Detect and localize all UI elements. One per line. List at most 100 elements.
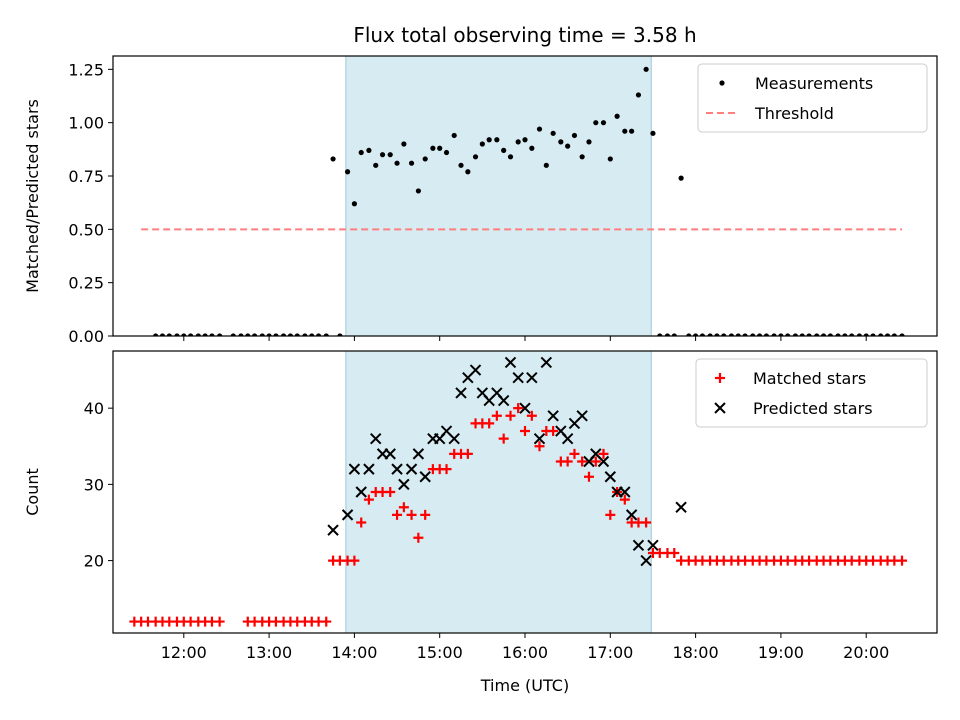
measurement-point	[543, 162, 549, 168]
legend-box	[695, 358, 928, 428]
measurement-point	[230, 333, 236, 336]
y-tick-label: 30	[84, 475, 104, 494]
matched-star-marker	[321, 616, 332, 627]
predicted-star-marker	[533, 432, 546, 445]
y-tick-label: 1.25	[68, 60, 104, 79]
observing-window-span	[345, 55, 652, 337]
measurement-point	[458, 162, 464, 168]
measurement-point	[686, 333, 692, 336]
measurement-point	[501, 147, 507, 153]
x-tick-label: 17:00	[587, 643, 633, 662]
measurement-point	[629, 128, 635, 134]
matched-star-marker	[413, 532, 424, 543]
matched-star-marker	[583, 471, 594, 482]
predicted-star-marker	[632, 539, 645, 552]
measurement-point	[586, 139, 592, 145]
measurement-point	[153, 333, 159, 336]
x-tick-label: 18:00	[673, 643, 719, 662]
measurement-point	[337, 333, 343, 336]
matched-star-marker	[505, 410, 516, 421]
measurement-point	[856, 333, 862, 336]
matched-star-marker	[598, 448, 609, 459]
matched-star-marker	[356, 517, 367, 528]
measurement-point	[814, 333, 820, 336]
measurement-point	[266, 333, 272, 336]
predicted-star-marker	[619, 486, 631, 498]
legend-measurement-marker	[719, 80, 725, 86]
axes-frame	[112, 55, 938, 337]
matched-star-marker	[534, 441, 545, 452]
measurement-point	[863, 333, 869, 336]
matched-star-marker	[392, 509, 403, 520]
plot-area	[129, 356, 908, 627]
matched-star-marker	[214, 616, 225, 627]
measurement-point	[593, 120, 599, 126]
matched-star-marker	[562, 456, 573, 467]
measurement-point	[507, 154, 514, 160]
measurement-point	[309, 333, 315, 336]
x-tick-label: 15:00	[417, 643, 463, 662]
measurement-point	[202, 333, 208, 336]
predicted-star-marker	[576, 410, 588, 422]
predicted-star-marker	[341, 509, 354, 521]
measurement-point	[515, 139, 521, 145]
y-tick-label: 0.25	[68, 274, 104, 293]
matched-star-marker	[520, 426, 530, 437]
matched-star-marker	[420, 509, 431, 520]
x-tick-label: 20:00	[843, 643, 889, 662]
measurement-point	[735, 333, 741, 336]
y-tick-label: 0.50	[68, 220, 104, 239]
y-tick-label: 20	[84, 552, 104, 571]
x-axis-label: Time (UTC)	[480, 676, 569, 695]
measurement-point	[238, 333, 244, 336]
predicted-star-marker	[519, 402, 531, 414]
measurement-point	[315, 333, 322, 336]
measurement-point	[529, 145, 535, 151]
measurement-point	[437, 145, 443, 151]
x-tick-label: 19:00	[758, 643, 804, 662]
predicted-star-marker	[412, 448, 425, 460]
y-tick-label: 1.00	[68, 114, 104, 133]
legend-matched-marker	[715, 373, 725, 383]
measurement-point	[835, 333, 841, 336]
predicted-star-marker	[455, 387, 467, 399]
measurement-point	[878, 333, 884, 336]
legend-predicted-marker	[714, 402, 726, 414]
measurement-point	[472, 154, 479, 160]
measurement-point	[323, 333, 329, 336]
legend-label: Threshold	[754, 104, 834, 123]
bottom-panel: 20 30 40 12:00 13:00 14:00 15:00 16:00 17:00 18:0…	[23, 350, 938, 695]
predicted-star-marker	[391, 463, 403, 475]
measurement-point	[366, 147, 372, 153]
matched-star-marker	[385, 487, 396, 497]
matched-star-marker	[498, 433, 509, 444]
matched-star-marker	[669, 547, 680, 558]
measurement-point	[188, 333, 194, 336]
measurement-point	[181, 333, 187, 336]
measurement-point	[245, 333, 251, 336]
measurement-point	[778, 333, 784, 336]
measurement-point	[422, 156, 428, 162]
measurement-point	[558, 139, 564, 145]
matched-star-marker	[491, 410, 502, 421]
predicted-star-marker	[419, 471, 431, 483]
measurement-point	[373, 162, 379, 168]
measurement-point	[387, 152, 393, 158]
measurement-point	[721, 333, 727, 336]
plot-area	[141, 66, 905, 336]
matched-star-marker	[577, 456, 588, 467]
matched-star-marker	[569, 448, 580, 459]
matched-star-marker	[484, 418, 495, 429]
measurement-point	[379, 152, 386, 158]
predicted-star-marker	[370, 432, 382, 445]
matched-star-marker	[590, 456, 601, 467]
matched-star-marker	[641, 517, 652, 528]
matched-star-marker	[619, 494, 630, 505]
matched-star-marker	[441, 464, 452, 475]
matched-star-marker	[363, 494, 374, 505]
measurement-point	[693, 333, 699, 336]
measurement-point	[756, 333, 763, 336]
measurement-point	[771, 333, 777, 336]
measurement-point	[849, 333, 855, 336]
